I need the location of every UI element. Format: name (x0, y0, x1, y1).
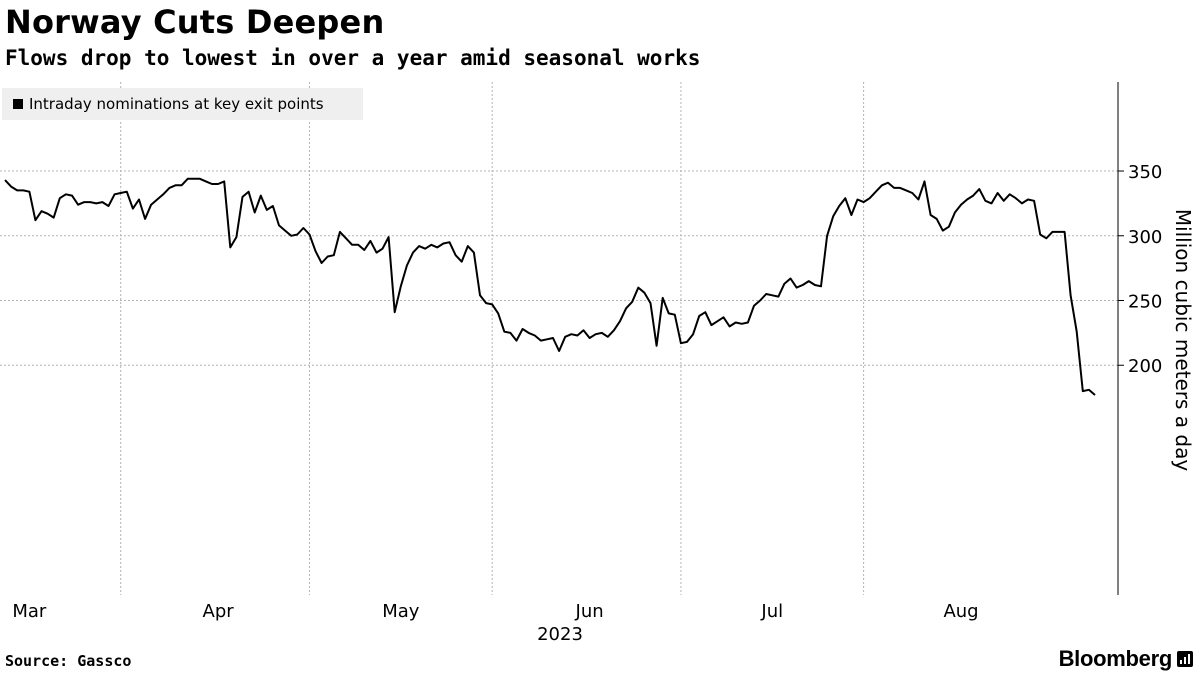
source-note: Source: Gassco (5, 652, 132, 670)
brand-logo: Bloomberg (1059, 646, 1193, 672)
legend-label: Intraday nominations at key exit points (29, 95, 324, 113)
legend: Intraday nominations at key exit points (2, 88, 363, 120)
grid-layer (0, 82, 1118, 595)
y-tick-label: 200 (1128, 356, 1162, 377)
x-axis-year-label: 2023 (537, 624, 583, 645)
x-tick-label: May (382, 601, 420, 622)
y-axis: 200 250 300 350 (1117, 82, 1162, 595)
x-tick-label: Apr (203, 601, 235, 622)
legend-swatch (13, 99, 23, 109)
chart-title: Norway Cuts Deepen (5, 3, 385, 41)
y-tick-label: 350 (1128, 162, 1162, 183)
x-axis: Mar Apr May Jun Jul Aug (12, 601, 978, 622)
series-layer (4, 177, 1096, 396)
brand-text: Bloomberg (1058, 646, 1173, 671)
x-tick-label: Jun (575, 601, 604, 622)
series-line (4, 177, 1096, 396)
y-axis-title: Million cubic meters a day (1171, 209, 1195, 472)
x-tick-label: Mar (12, 601, 47, 622)
x-tick-label: Jul (760, 601, 783, 622)
y-tick-label: 250 (1128, 292, 1162, 313)
y-tick-label: 300 (1128, 227, 1162, 248)
chart-subtitle: Flows drop to lowest in over a year amid… (5, 46, 701, 70)
bloomberg-chart-icon (1177, 651, 1193, 667)
x-tick-label: Aug (943, 601, 978, 622)
